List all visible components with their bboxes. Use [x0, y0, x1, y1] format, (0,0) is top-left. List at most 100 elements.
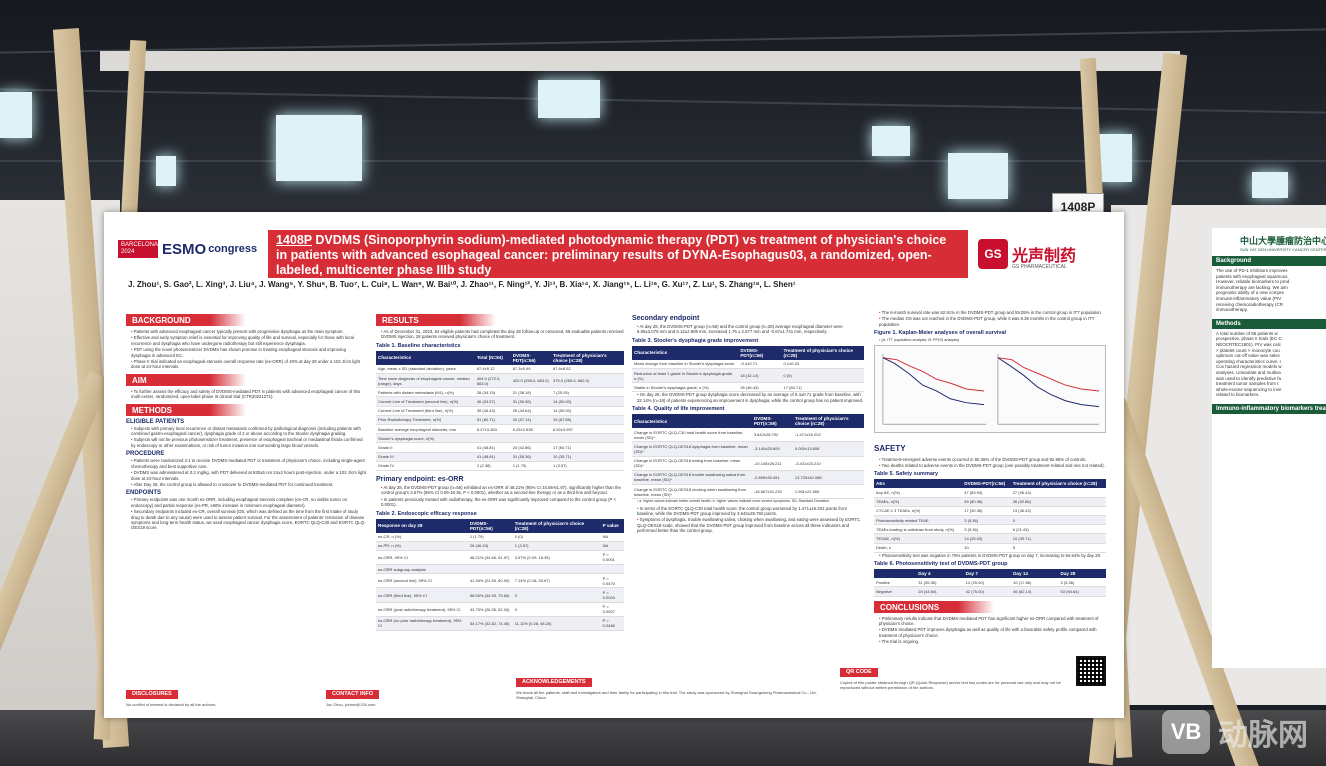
company-name-cn: 光声制药	[1012, 246, 1077, 265]
table-header-row: Characteristics Total (N=84) DVDMS-PDT(n=5…	[376, 350, 624, 365]
table-row: Change in EORTC QLQ-OES18 dysphagia from…	[632, 441, 864, 457]
table-cell: 3.642±28.792	[751, 428, 793, 443]
congress-location: BARCELONA 2024	[118, 240, 158, 258]
table-cell: Grade III	[376, 452, 475, 462]
bullet: At day 28, the DVDMS-PDT group (n=56) ex…	[376, 485, 624, 496]
table-cell	[550, 433, 624, 444]
primary-endpoint-heading: Primary endpoint: es-ORR	[376, 475, 464, 483]
table-cell: 28 (34.15)	[474, 387, 511, 398]
table-row: Change in EORTC QLQ-OES18 trouble swallo…	[632, 470, 864, 485]
neighbor-text-line: prognostic ability of a new compre	[1216, 290, 1285, 296]
subheading-endpoints: ENDPOINTS	[126, 490, 162, 497]
table-cell: 24 (42.86)	[510, 442, 551, 453]
table-cell: 32 (57.14)	[510, 415, 551, 425]
table-cell: 31 (55.36)	[510, 396, 551, 407]
bullet: On day 28, the DVDMS-PDT group dysphagia…	[632, 392, 864, 403]
section-heading-aim: AIM	[126, 373, 246, 386]
bullet: Subjects with primary local recurrence o…	[126, 426, 366, 437]
table-row: es-ORR, 95% CI 48.21% (34.66, 61.97) 3.57%…	[376, 550, 624, 566]
table-cell: 14 (50.00)	[550, 406, 624, 416]
table-row: Stable in Stooler's dysphagia grade, n (…	[632, 382, 864, 393]
table-cell: 422.0 (258.0, 663.0)	[510, 373, 551, 389]
neighbor-text-line: optimum cut-off value was selec	[1216, 353, 1280, 359]
bullet: The median OS was not reached in the DVD…	[874, 316, 1106, 327]
table-cell: 25 (44.64)	[916, 586, 964, 597]
neighbor-poster: 中山大學腫瘤防治中心 SUN YAT-SEN UNIVERSITY CANCER…	[1212, 228, 1326, 668]
km-panel-b	[997, 353, 1100, 425]
bullet: As of December 31, 2023, 84 eligible pat…	[376, 329, 624, 340]
table-cell: P = 0.0470	[600, 573, 624, 589]
neighbor-text-line: treatment tumor samples from t	[1216, 381, 1279, 387]
table-row: TESAE, n(%) 14 (25.00) 10 (35.71)	[874, 533, 1106, 544]
table-cell: Change in EORTC QLQ-C30 total health sco…	[632, 428, 752, 443]
table-cell: 43.75% (26.36, 62.34)	[467, 602, 513, 617]
ceiling-light	[276, 115, 362, 181]
table-cell: 39 (46.43)	[474, 406, 511, 416]
footer-acknowledgements: ACKNOWLEDGEMENTS We thank all the patien…	[516, 670, 826, 700]
poster-title-text: DVDMS (Sinoporphyrin sodium)-mediated ph…	[276, 233, 947, 277]
table-cell: 26 (92.86)	[1010, 497, 1106, 507]
table-cell: Change in EORTC QLQ-OES18 trouble swallo…	[632, 470, 752, 485]
table-note: a. higher values indicate better overall…	[632, 499, 864, 504]
table-cell: 14 (25.00)	[962, 533, 1011, 544]
table-header-cell	[874, 569, 917, 579]
table-header-row: Day 4 Day 7 Day 14 Day 28	[874, 569, 1106, 579]
table-title: Table 1. Baseline characteristics	[376, 342, 461, 349]
footer-qr: QR CODE Copies of this poster obtained t…	[840, 660, 1068, 690]
watermark-logo-icon: VB	[1162, 710, 1210, 754]
table-cell: 67.6±8.52	[550, 364, 624, 374]
author-list: J. Zhou¹, S. Gao², L. Xing³, J. Liu⁴, J.…	[128, 280, 796, 289]
table-cell: TEAEs, n(%)	[874, 497, 963, 507]
table-cell: Change in EORTC QLQ-OES18 choking when s…	[632, 484, 752, 500]
bullet: Patients were randomized 2:1 to receive …	[126, 458, 366, 469]
table-row: es-ORR subgroup analysis	[376, 564, 624, 575]
neighbor-text-line: whole-exome sequencing to inve	[1216, 386, 1282, 392]
congress-word: congress	[208, 243, 258, 255]
qr-text: Copies of this poster obtained through Q…	[840, 680, 1061, 690]
neighbor-text-line: immunotherapy are lacking. We aim	[1216, 284, 1288, 290]
table-cell: 13 (46.43)	[1010, 506, 1106, 517]
table-row: Grade IV 2 (2.38) 1 (1.79) 1 (3.57)	[376, 461, 624, 471]
table-cell: 1 (3.57)	[550, 461, 624, 471]
neighbor-text-line: related to biomarkers.	[1216, 392, 1260, 398]
table-row: Grade II 41 (48.81) 24 (42.86) 17 (60.71)	[376, 442, 624, 453]
bullet: Primary endpoints was one month es-ORR, …	[126, 497, 366, 508]
neighbor-text-line: A total number of 86 patients w	[1216, 330, 1278, 336]
poster-header: BARCELONA 2024 ESMO congress 1408P DVDMS…	[104, 212, 1124, 286]
table-cell: Negative	[874, 586, 917, 597]
table-header-cell: Treatment of physician's choice (n=28)	[512, 518, 601, 533]
table-cell: -16.667±31.230	[751, 484, 793, 500]
neighbor-text-line: receiving chemoradiotherapy (CR	[1216, 301, 1284, 307]
subheading-eligible: ELIGIBLE PATIENTS	[126, 418, 185, 425]
efficacy-table: Response on day 28 DVDMS-PDT(n=56) Treatme…	[376, 518, 624, 632]
table-cell: NA	[600, 541, 624, 551]
table-row: Stooler's dysphagia score, n(%)	[376, 433, 624, 444]
table-header-cell: Total (N=84)	[474, 350, 511, 365]
table-header-cell: Treatment of physician's choice (n=28)	[781, 345, 864, 360]
table-cell: 0	[512, 602, 601, 617]
table-title: Table 4. Quality of life improvement	[632, 406, 725, 413]
table-cell: 0.000±13.608	[792, 441, 864, 457]
table-row: Photosensitivity related TEAE 3 (5.36) 0	[874, 515, 1106, 526]
table-cell: NA	[600, 532, 624, 542]
table-row: Death, n 10 5	[874, 543, 1106, 553]
table-cell: -1.471±16.202	[792, 428, 864, 443]
table-header-cell: Day 4	[916, 569, 964, 579]
table-header-cell: P value	[600, 518, 624, 533]
table-cell: 3 (5.36)	[962, 524, 1011, 535]
table-cell: 10	[962, 543, 1011, 553]
table-row: es-ORR (third line), 95% CI 56.00% (34.93…	[376, 587, 624, 603]
qr-code[interactable]	[1076, 656, 1106, 686]
table-cell: P < 0.0001	[600, 550, 624, 566]
table-cell: 11.11% (0.28, 48.25)	[512, 616, 601, 632]
table-cell: Grade II	[376, 442, 475, 453]
bullet: PDT using the novel photosensitizer DVDM…	[126, 347, 366, 358]
poster-code: 1408P	[276, 233, 312, 247]
column-2: RESULTS As of December 31, 2023, 84 elig…	[376, 310, 624, 682]
subheading-procedure: PROCEDURE	[126, 451, 165, 458]
table-row: es-ORR (post radiotherapy treatment), 95…	[376, 602, 624, 617]
bullet: At day 28, the DVDMS-PDT group (n=56) an…	[632, 324, 864, 335]
bullet: Symptoms of dysphagia, trouble swallowin…	[632, 517, 864, 533]
table-cell: 42 (75.00)	[963, 586, 1012, 597]
neighbor-immuno-heading: Immuno-inflammatory biomarkers treatment	[1212, 403, 1326, 414]
